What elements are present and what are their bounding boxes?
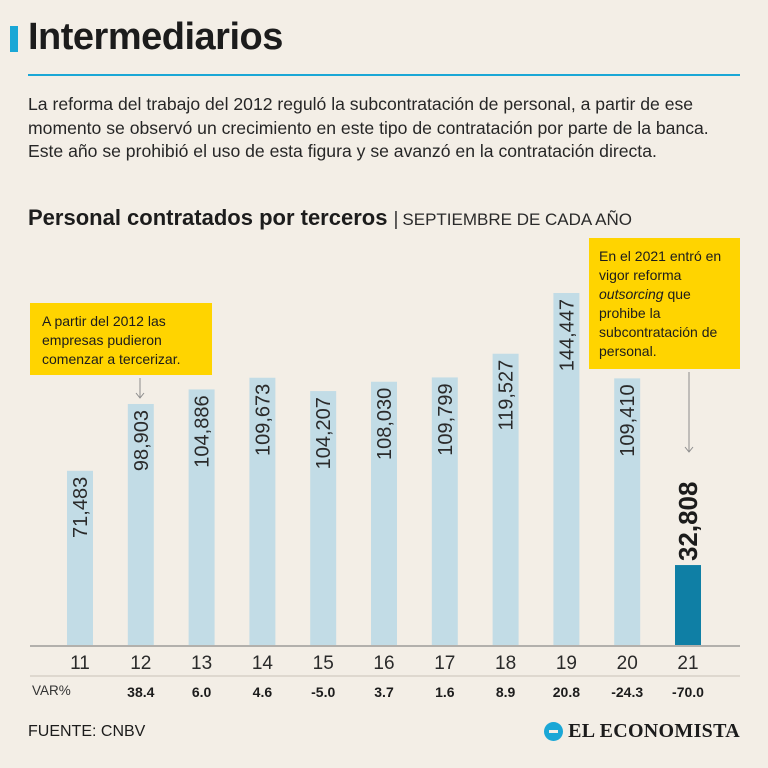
chart-title-main: Personal contratados por terceros <box>28 205 388 230</box>
category-label-18: 18 <box>495 653 516 674</box>
value-label-14: 109,673 <box>252 384 274 456</box>
brand-e-icon <box>544 722 564 741</box>
bar-13 <box>188 389 215 645</box>
callout-2021-text-b: que prohibe la subcontratación de person… <box>599 286 718 359</box>
callout-2021-arrow-icon-head <box>684 446 694 453</box>
bar-15 <box>310 391 337 645</box>
bar-19 <box>553 293 580 645</box>
variation-value-13: 6.0 <box>192 684 212 700</box>
variation-value-16: 3.7 <box>374 684 394 700</box>
category-label-12: 12 <box>130 653 151 674</box>
variation-label: VAR% <box>32 683 71 698</box>
callout-2021: En el 2021 entró en vigor reforma outsor… <box>589 238 740 369</box>
bar-17 <box>431 377 458 645</box>
source-note: FUENTE: CNBV <box>28 723 146 740</box>
value-label-12: 98,903 <box>131 410 153 471</box>
value-label-17: 109,799 <box>435 383 457 455</box>
callout-2021-text-a: En el 2021 entró en vigor reforma <box>599 248 722 283</box>
bar-21 <box>675 565 701 645</box>
brand-name: EL ECONOMISTA <box>568 720 740 742</box>
value-label-19: 144,447 <box>556 299 578 371</box>
variation-value-20: -24.3 <box>611 684 643 700</box>
value-label-16: 108,030 <box>374 388 396 460</box>
brand-logo: EL ECONOMISTA <box>544 720 740 743</box>
value-label-18: 119,527 <box>496 360 518 431</box>
category-label-13: 13 <box>191 653 212 674</box>
page-title: Intermediarios <box>28 16 283 58</box>
category-label-16: 16 <box>373 653 394 674</box>
variation-value-21: -70.0 <box>672 684 704 700</box>
bar-14 <box>249 377 276 645</box>
bar-16 <box>371 381 397 645</box>
category-label-15: 15 <box>313 653 334 674</box>
category-label-11: 11 <box>70 653 90 674</box>
variation-value-17: 1.6 <box>435 684 455 700</box>
variation-value-14: 4.6 <box>253 684 273 700</box>
value-label-21: 32,808 <box>673 482 703 562</box>
value-label-20: 109,410 <box>617 384 639 456</box>
variation-value-12: 38.4 <box>127 684 154 700</box>
category-label-17: 17 <box>434 653 455 674</box>
chart-title-separator: | <box>393 209 399 230</box>
callout-2021-italic: outsorcing <box>599 286 664 302</box>
chart-title: Personal contratados por terceros | SEPTIE… <box>28 205 632 231</box>
value-label-13: 104,886 <box>192 395 214 467</box>
chart-subtitle: SEPTIEMBRE DE CADA AÑO <box>402 210 632 229</box>
category-label-21: 21 <box>677 653 698 674</box>
bar-12 <box>127 403 154 645</box>
title-divider <box>28 74 740 76</box>
value-label-15: 104,207 <box>313 397 335 469</box>
bar-11 <box>67 470 93 645</box>
variation-value-15: -5.0 <box>311 684 335 700</box>
callout-2012: A partir del 2012 las empresas pudieron … <box>30 303 212 375</box>
category-label-14: 14 <box>252 653 274 674</box>
category-label-19: 19 <box>556 653 577 674</box>
bar-20 <box>614 378 641 645</box>
category-label-20: 20 <box>617 653 638 674</box>
value-label-11: 71,483 <box>70 477 92 538</box>
bar-18 <box>492 353 519 645</box>
intro-paragraph: La reforma del trabajo del 2012 reguló l… <box>28 94 709 161</box>
variation-value-19: 20.8 <box>553 684 580 700</box>
variation-value-18: 8.9 <box>496 684 516 700</box>
title-accent-bar <box>10 26 18 52</box>
callout-2012-arrow-icon-head <box>135 392 145 399</box>
